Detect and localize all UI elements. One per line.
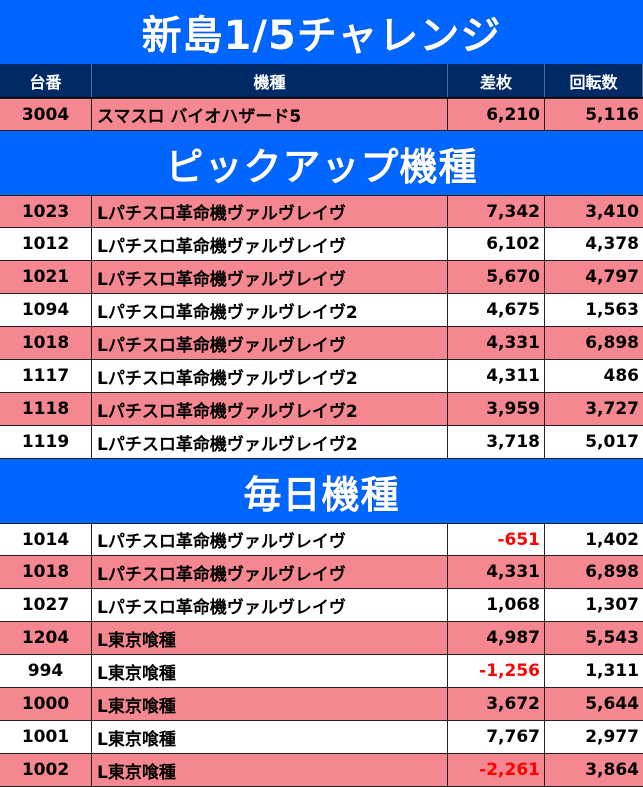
coin-difference: -1,256 — [448, 655, 545, 687]
table-row: 1012 Lパチスロ革命機ヴァルヴレイヴ 6,102 4,378 — [0, 228, 643, 261]
machine-model: Lパチスロ革命機ヴァルヴレイヴ2 — [92, 360, 448, 392]
table-row: 994 L東京喰種 -1,256 1,311 — [0, 655, 643, 688]
spin-count: 5,543 — [585, 628, 639, 648]
machine-number: 1021 — [0, 261, 92, 293]
header-diff: 差枚 — [448, 64, 545, 97]
machine-model: Lパチスロ革命機ヴァルヴレイヴ2 — [92, 426, 448, 458]
spin-count: 486 — [603, 366, 640, 386]
machine-number: 1118 — [0, 393, 92, 425]
machine-number: 1018 — [0, 327, 92, 359]
coin-difference: 4,331 — [448, 556, 545, 588]
machine-model: Lパチスロ革命機ヴァルヴレイヴ — [92, 589, 448, 621]
coin-difference: 7,767 — [448, 721, 545, 753]
table-row: 3004 スマスロ バイオハザード5 6,210 5,116 — [0, 98, 643, 131]
coin-difference: 3,718 — [448, 426, 545, 458]
coin-difference: 3,672 — [448, 688, 545, 720]
coin-difference: 3,959 — [448, 393, 545, 425]
table-row: 1204 L東京喰種 4,987 5,543 — [0, 622, 643, 655]
machine-number: 1012 — [0, 228, 92, 260]
coin-difference: 6,210 — [448, 99, 545, 130]
spin-count: 2,977 — [585, 727, 639, 747]
spin-count: 4,378 — [585, 234, 639, 254]
machine-model: Lパチスロ革命機ヴァルヴレイヴ — [92, 196, 448, 227]
spin-count: 1,307 — [585, 595, 639, 615]
machine-number: 994 — [0, 655, 92, 687]
table-row: 1021 Lパチスロ革命機ヴァルヴレイヴ 5,670 4,797 — [0, 261, 643, 294]
coin-difference: -2,261 — [448, 754, 545, 786]
spin-count: 4,797 — [585, 267, 639, 287]
machine-number: 1001 — [0, 721, 92, 753]
header-model: 機種 — [92, 64, 448, 97]
machine-number: 1002 — [0, 754, 92, 786]
table-row: 1023 Lパチスロ革命機ヴァルヴレイヴ 7,342 3,410 — [0, 195, 643, 228]
machine-model: Lパチスロ革命機ヴァルヴレイヴ2 — [92, 393, 448, 425]
table-row: 1018 Lパチスロ革命機ヴァルヴレイヴ 4,331 6,898 — [0, 556, 643, 589]
coin-difference: 4,987 — [448, 622, 545, 654]
spin-count: 3,727 — [585, 399, 639, 419]
table-row: 1001 L東京喰種 7,767 2,977 — [0, 721, 643, 754]
machine-model: L東京喰種 — [92, 655, 448, 687]
table-row: 1000 L東京喰種 3,672 5,644 — [0, 688, 643, 721]
machine-model: Lパチスロ革命機ヴァルヴレイヴ2 — [92, 294, 448, 326]
table-row: 1002 L東京喰種 -2,261 3,864 — [0, 754, 643, 787]
table-row: 1014 Lパチスロ革命機ヴァルヴレイヴ -651 1,402 — [0, 523, 643, 556]
coin-difference: 4,311 — [448, 360, 545, 392]
spin-count: 1,402 — [585, 529, 639, 550]
coin-difference: -651 — [448, 524, 545, 555]
machine-number: 1023 — [0, 196, 92, 227]
table-row: 1018 Lパチスロ革命機ヴァルヴレイヴ 4,331 6,898 — [0, 327, 643, 360]
machine-number: 1000 — [0, 688, 92, 720]
machine-number: 1117 — [0, 360, 92, 392]
coin-difference: 6,102 — [448, 228, 545, 260]
table-row: 1027 Lパチスロ革命機ヴァルヴレイヴ 1,068 1,307 — [0, 589, 643, 622]
machine-number: 1027 — [0, 589, 92, 621]
spin-count: 1,311 — [585, 661, 639, 681]
machine-model: L東京喰種 — [92, 754, 448, 786]
header-machine-no: 台番 — [0, 64, 92, 97]
spin-count: 5,017 — [585, 432, 639, 452]
machine-model: L東京喰種 — [92, 622, 448, 654]
spin-count: 6,898 — [585, 562, 639, 582]
machine-number: 1119 — [0, 426, 92, 458]
coin-difference: 7,342 — [448, 196, 545, 227]
section-title-pickup: ピックアップ機種 — [0, 131, 643, 195]
machine-number: 1018 — [0, 556, 92, 588]
machine-model: Lパチスロ革命機ヴァルヴレイヴ — [92, 228, 448, 260]
page-title: 新島1/5チャレンジ — [0, 0, 643, 64]
machine-model: Lパチスロ革命機ヴァルヴレイヴ — [92, 556, 448, 588]
section-title-daily: 毎日機種 — [0, 459, 643, 523]
table-row: 1094 Lパチスロ革命機ヴァルヴレイヴ2 4,675 1,563 — [0, 294, 643, 327]
spin-count: 3,864 — [585, 760, 639, 780]
coin-difference: 1,068 — [448, 589, 545, 621]
spin-count: 6,898 — [585, 333, 639, 353]
machine-model: Lパチスロ革命機ヴァルヴレイヴ — [92, 524, 448, 555]
spin-count: 5,644 — [585, 694, 639, 714]
spin-count: 1,563 — [585, 300, 639, 320]
spin-count: 3,410 — [585, 201, 639, 222]
header-spins: 回転数 — [545, 64, 643, 97]
table-row: 1118 Lパチスロ革命機ヴァルヴレイヴ2 3,959 3,727 — [0, 393, 643, 426]
machine-number: 3004 — [0, 99, 92, 130]
machine-model: L東京喰種 — [92, 688, 448, 720]
machine-number: 1204 — [0, 622, 92, 654]
machine-model: L東京喰種 — [92, 721, 448, 753]
coin-difference: 4,331 — [448, 327, 545, 359]
coin-difference: 5,670 — [448, 261, 545, 293]
spin-count: 5,116 — [585, 104, 639, 125]
machine-number: 1094 — [0, 294, 92, 326]
table-row: 1117 Lパチスロ革命機ヴァルヴレイヴ2 4,311 486 — [0, 360, 643, 393]
machine-model: Lパチスロ革命機ヴァルヴレイヴ — [92, 261, 448, 293]
machine-model: Lパチスロ革命機ヴァルヴレイヴ — [92, 327, 448, 359]
machine-number: 1014 — [0, 524, 92, 555]
table-header: 台番 機種 差枚 回転数 — [0, 64, 643, 98]
table-row: 1119 Lパチスロ革命機ヴァルヴレイヴ2 3,718 5,017 — [0, 426, 643, 459]
coin-difference: 4,675 — [448, 294, 545, 326]
machine-model: スマスロ バイオハザード5 — [92, 99, 448, 130]
